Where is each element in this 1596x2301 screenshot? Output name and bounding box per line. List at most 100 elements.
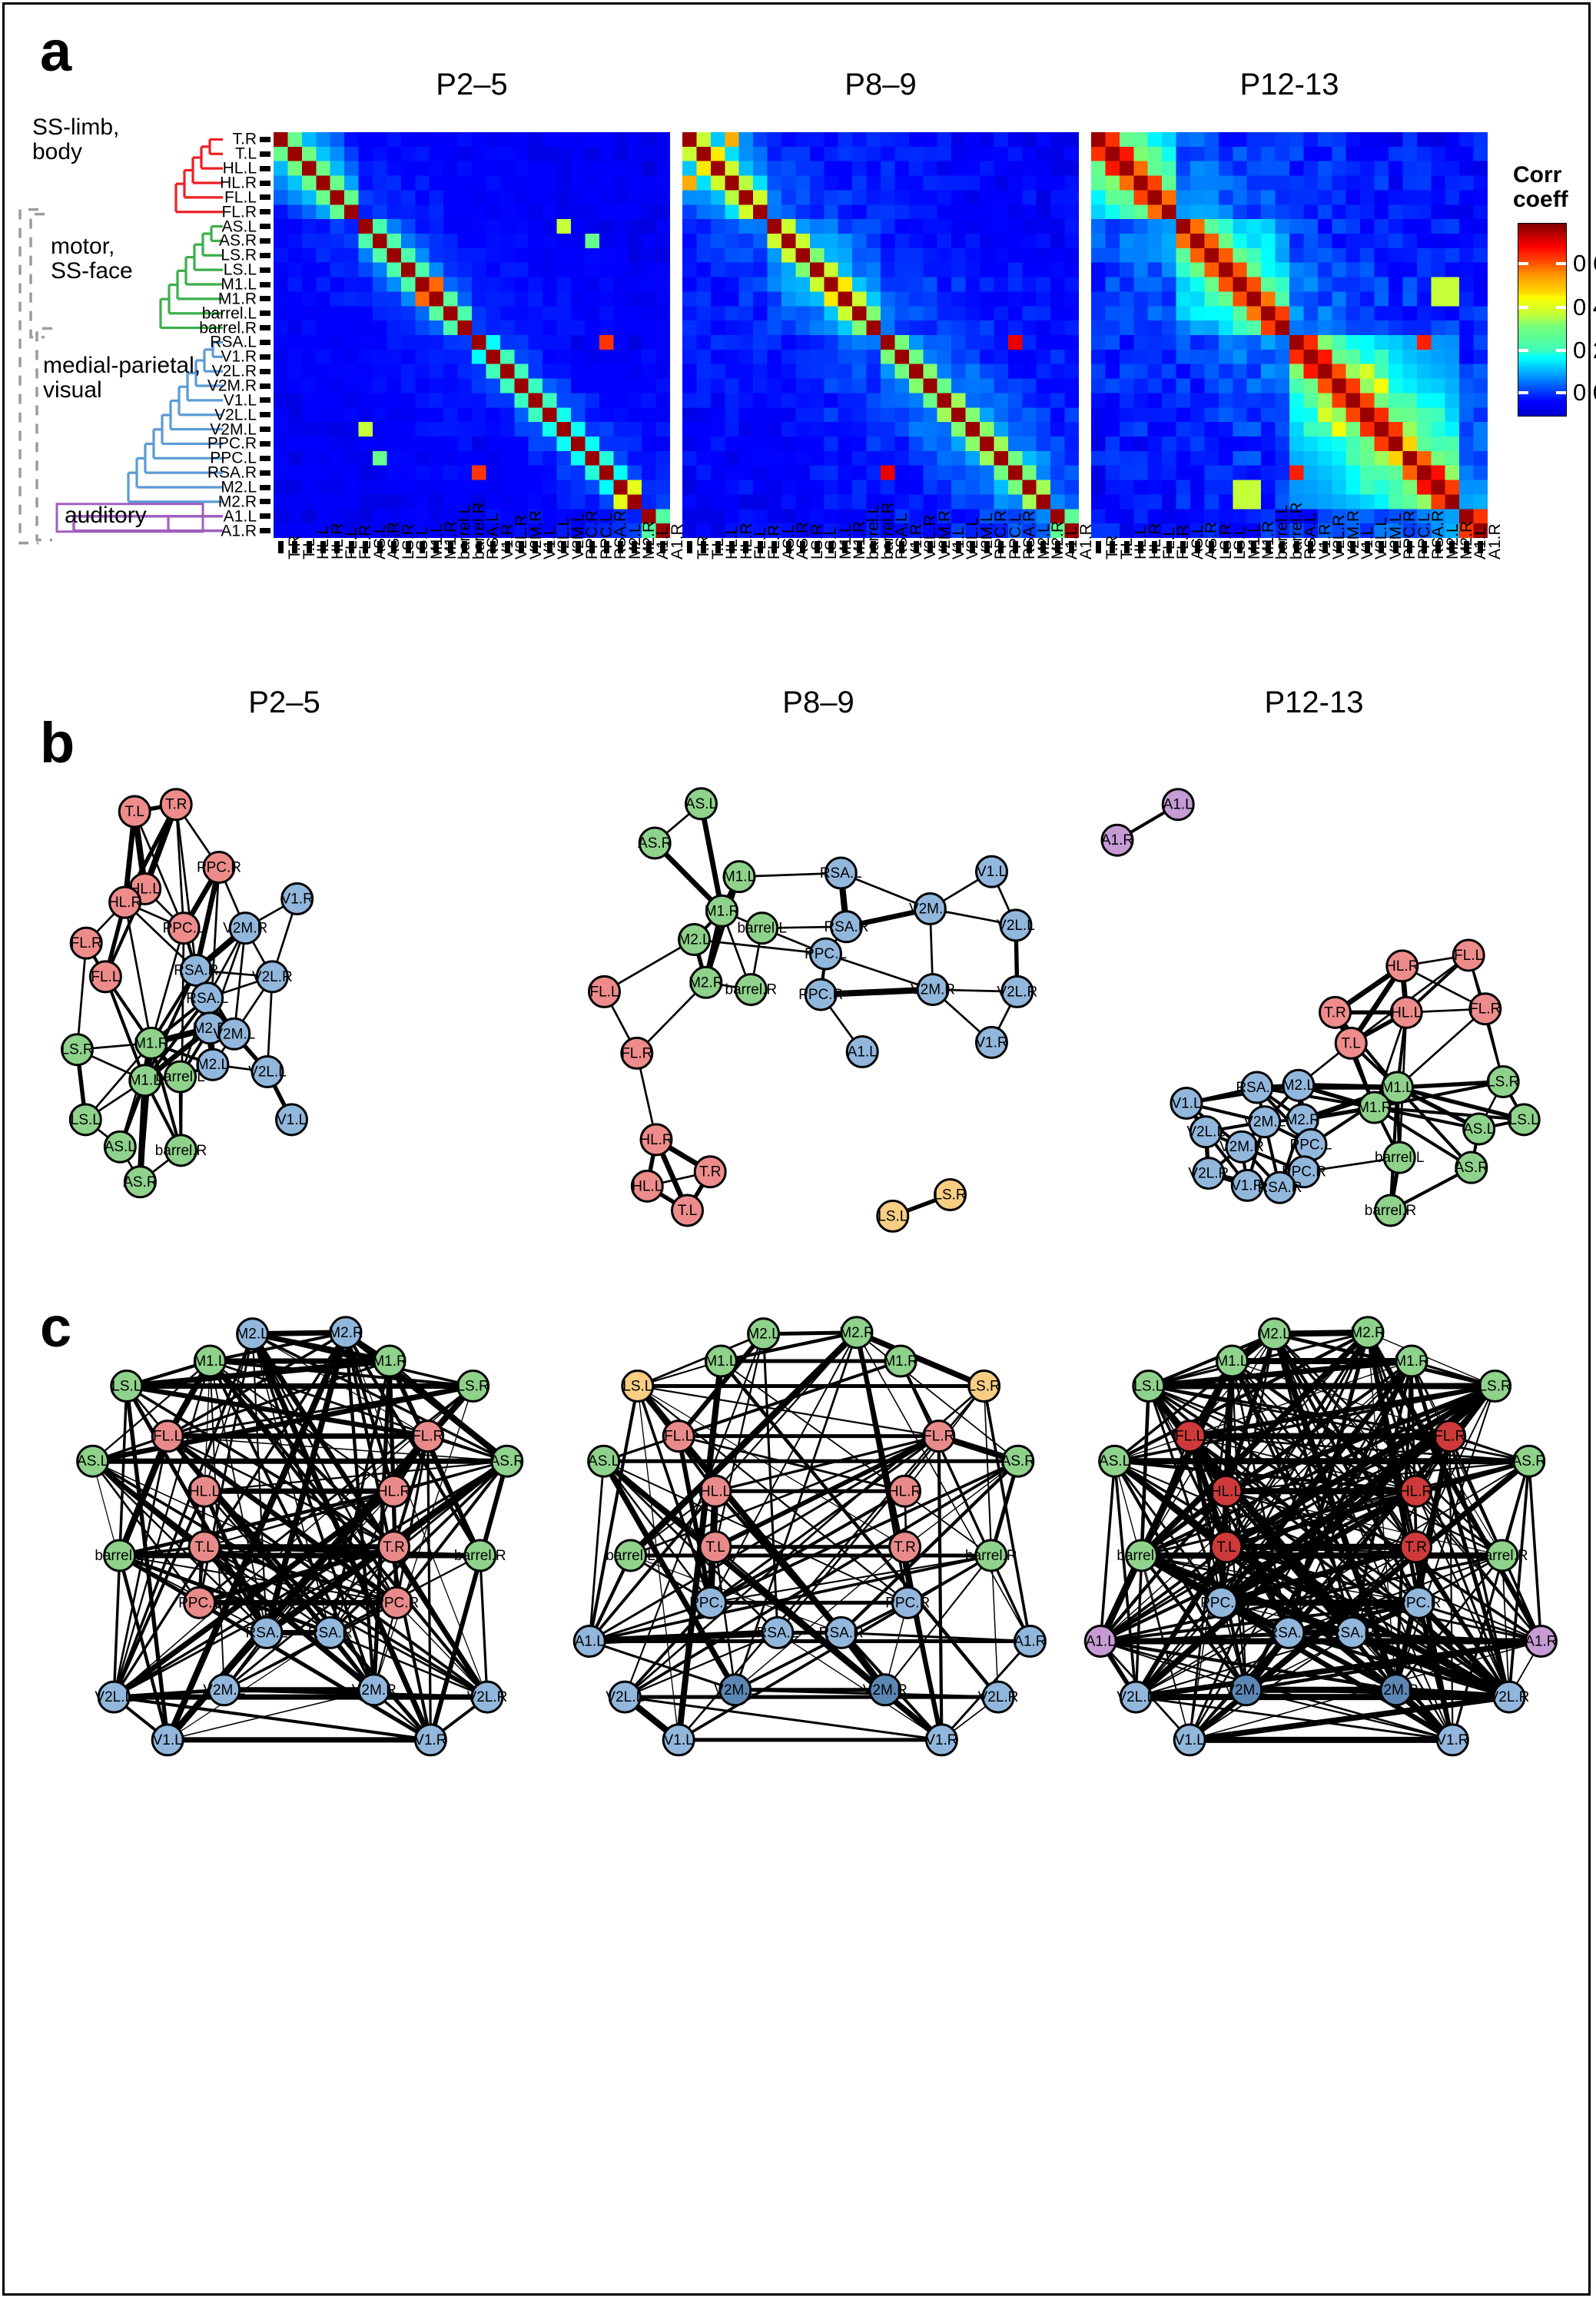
network-node[interactable]: T.R [159, 788, 193, 822]
network-node[interactable]: V1.L [1170, 1086, 1203, 1120]
network-node[interactable]: A1.R [1100, 823, 1134, 857]
network-node[interactable]: RSA.L [1236, 1071, 1278, 1104]
network-node[interactable]: LS.L [68, 1103, 102, 1137]
network-node[interactable]: T.R [1399, 1530, 1433, 1564]
network-node[interactable]: FL.L [1452, 938, 1485, 972]
network-node[interactable]: M1.L [193, 1344, 227, 1378]
network-node[interactable]: M2.R [1350, 1316, 1385, 1350]
network-node[interactable]: AS.R [1512, 1444, 1546, 1478]
network-node[interactable]: M1.R [1357, 1091, 1392, 1124]
network-node[interactable]: V2M.R [1374, 1673, 1418, 1707]
network-node[interactable]: V1.R [975, 1025, 1008, 1059]
network-node[interactable]: T.L [187, 1530, 221, 1564]
network-node[interactable]: M2.L [678, 922, 711, 956]
network-node[interactable]: LS.R [934, 1178, 967, 1211]
network-node[interactable]: V2L.L [248, 1055, 287, 1089]
network-node[interactable]: V2L.R [997, 975, 1037, 1008]
network-node[interactable]: HL.L [630, 1169, 664, 1203]
network-node[interactable]: HL.R [108, 885, 141, 919]
network-node[interactable]: barrel.R [155, 1134, 207, 1167]
network-node[interactable]: barrel.R [725, 973, 778, 1007]
network-node[interactable]: FL.R [1468, 992, 1502, 1026]
network-node[interactable]: T.L [671, 1194, 704, 1227]
network-node[interactable]: A1.R [1524, 1625, 1558, 1659]
network-node[interactable]: V2M.L [213, 1017, 255, 1051]
network-node[interactable]: M2.L [1258, 1317, 1292, 1351]
network-node[interactable]: M2.R [839, 1316, 874, 1350]
network-node[interactable]: V2M.L [714, 1673, 756, 1707]
network-node[interactable]: T.R [888, 1530, 922, 1564]
network-node[interactable]: M1.R [705, 894, 739, 928]
network-node[interactable]: V2M.R [223, 911, 267, 945]
network-node[interactable]: PPC.R [197, 851, 241, 885]
network-node[interactable]: M2.R [328, 1316, 363, 1350]
network-node[interactable]: M1.R [1394, 1344, 1429, 1378]
network-node[interactable]: HL.L [187, 1474, 221, 1508]
network-node[interactable]: V2L.R [467, 1680, 508, 1714]
network-node[interactable]: barrel.R [1365, 1194, 1417, 1227]
network-node[interactable]: M1.L [128, 1064, 162, 1097]
network-node[interactable]: M1.R [883, 1344, 918, 1378]
network-node[interactable]: A1.L [1083, 1625, 1117, 1659]
network-node[interactable]: HL.L [1389, 995, 1423, 1029]
network-node[interactable]: V1.L [975, 855, 1008, 888]
network-node[interactable]: FL.L [1173, 1419, 1206, 1453]
network-node[interactable]: AS.R [123, 1165, 158, 1199]
network-node[interactable]: A1.L [572, 1625, 606, 1659]
network-node[interactable]: AS.R [638, 826, 672, 860]
network-node[interactable]: A1.R [1013, 1625, 1047, 1659]
network-node[interactable]: HL.R [639, 1123, 673, 1157]
network-node[interactable]: AS.L [76, 1444, 110, 1478]
network-node[interactable]: FL.L [151, 1419, 184, 1453]
network-node[interactable]: RSA.R [308, 1615, 353, 1649]
network-node[interactable]: M2.L [236, 1317, 270, 1351]
network-node[interactable]: V1.L [275, 1103, 308, 1137]
network-node[interactable]: barrel.R [965, 1539, 1017, 1572]
network-node[interactable]: LS.R [1486, 1065, 1520, 1099]
network-node[interactable]: PPC.L [1200, 1585, 1243, 1619]
network-node[interactable]: M1.L [722, 860, 756, 894]
network-node[interactable]: LS.L [1507, 1103, 1541, 1137]
network-node[interactable]: T.L [698, 1530, 732, 1564]
network-node[interactable]: V2L.L [606, 1680, 644, 1714]
network-node[interactable]: V2M.R [911, 973, 955, 1007]
network-node[interactable]: FL.R [922, 1419, 956, 1453]
network-node[interactable]: V1.R [924, 1723, 958, 1757]
network-node[interactable]: RSA.R [819, 1615, 864, 1649]
network-node[interactable]: A1.L [1161, 788, 1195, 822]
network-node[interactable]: T.L [1334, 1026, 1368, 1060]
network-node[interactable]: LS.R [456, 1370, 490, 1403]
network-node[interactable]: barrel.L [1375, 1141, 1424, 1174]
network-node[interactable]: FL.R [1433, 1419, 1467, 1453]
network-node[interactable]: V2L.L [1186, 1115, 1225, 1149]
network-node[interactable]: HL.R [1399, 1474, 1432, 1508]
network-node[interactable]: PPC.R [1396, 1585, 1441, 1619]
network-node[interactable]: barrel.L [1117, 1539, 1166, 1572]
network-node[interactable]: AS.R [1455, 1150, 1488, 1184]
network-node[interactable]: V2L.L [1117, 1680, 1155, 1714]
network-node[interactable]: AS.R [1001, 1444, 1035, 1478]
network-node[interactable]: RSA.R [1257, 1170, 1302, 1204]
network-node[interactable]: V1.L [1173, 1723, 1206, 1757]
network-node[interactable]: RSA.L [245, 1615, 287, 1649]
network-node[interactable]: RSA.R [174, 953, 218, 987]
network-node[interactable]: M1.L [1381, 1071, 1414, 1104]
network-node[interactable]: LS.L [876, 1199, 910, 1233]
network-node[interactable]: HL.R [377, 1474, 410, 1508]
network-node[interactable]: HL.L [698, 1474, 732, 1508]
network-node[interactable]: HL.R [1385, 949, 1418, 983]
network-node[interactable]: PPC.L [163, 911, 205, 945]
network-node[interactable]: FL.R [620, 1036, 654, 1070]
network-node[interactable]: V2L.R [1489, 1680, 1530, 1714]
network-node[interactable]: RSA.L [1267, 1615, 1309, 1649]
network-node[interactable]: barrel.L [155, 1060, 205, 1094]
network-node[interactable]: LS.L [621, 1370, 655, 1403]
network-node[interactable]: M2.L [747, 1317, 781, 1351]
network-node[interactable]: V2L.L [997, 908, 1035, 942]
network-node[interactable]: PPC.L [689, 1585, 732, 1619]
network-node[interactable]: M1.L [704, 1344, 738, 1378]
network-node[interactable]: V2M.L [203, 1673, 245, 1707]
network-node[interactable]: RSA.R [1330, 1615, 1375, 1649]
network-node[interactable]: RSA.R [824, 910, 869, 944]
network-node[interactable]: V1.L [151, 1723, 184, 1757]
